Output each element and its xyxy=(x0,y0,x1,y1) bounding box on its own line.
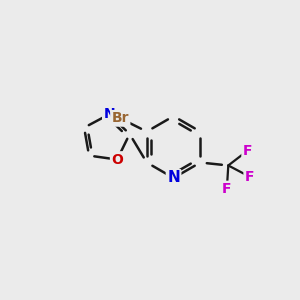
Text: N: N xyxy=(103,107,115,121)
Text: N: N xyxy=(167,170,180,185)
Text: F: F xyxy=(222,182,232,196)
Text: O: O xyxy=(111,152,123,167)
Text: Br: Br xyxy=(112,111,129,125)
Text: F: F xyxy=(245,169,254,184)
Text: F: F xyxy=(243,144,252,158)
